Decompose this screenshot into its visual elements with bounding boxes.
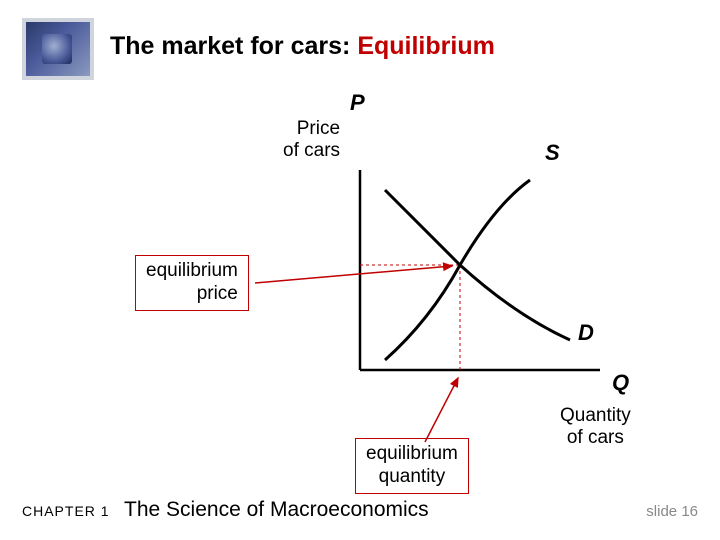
slide-title: The market for cars: Equilibrium <box>110 32 495 61</box>
slide-number: slide 16 <box>646 503 698 520</box>
slide-logo <box>22 18 94 80</box>
title-red: Equilibrium <box>357 32 495 60</box>
title-black: The market for cars: <box>110 32 357 60</box>
demand-curve <box>385 190 570 340</box>
footer-left: CHAPTER 1 The Science of Macroeconomics <box>22 498 429 522</box>
equilibrium-chart: P Priceof cars equilibriumprice S D Q Qu… <box>100 90 660 450</box>
eq-qty-arrow <box>425 378 458 442</box>
eq-price-arrow <box>255 266 452 283</box>
book-title: The Science of Macroeconomics <box>124 498 429 521</box>
chart-svg <box>100 90 660 510</box>
chapter-label: CHAPTER 1 <box>22 503 110 519</box>
slide-footer: CHAPTER 1 The Science of Macroeconomics … <box>22 498 698 522</box>
